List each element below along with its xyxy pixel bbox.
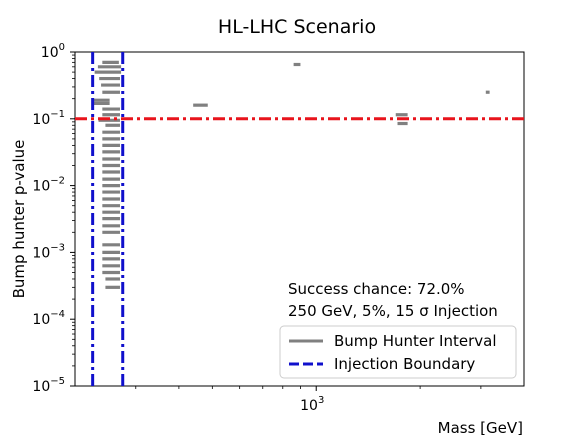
plot-frame [74, 51, 525, 387]
y-tick-label-2: 10−2 [32, 176, 65, 195]
plot-area [74, 51, 525, 387]
y-axis-label: Bump hunter p-value [10, 140, 28, 299]
legend-label-interval: Bump Hunter Interval [334, 332, 496, 350]
y-tick-label-4: 10−4 [32, 309, 65, 328]
injection-annotation: 250 GeV, 5%, 15 σ Injection [288, 302, 498, 320]
x-tick-label-0: 103 [300, 395, 324, 414]
y-tick-label-1: 10−1 [32, 109, 65, 128]
y-axis-ticks: 100 10−1 10−2 10−3 10−4 10−5 [32, 42, 75, 395]
legend: Bump Hunter Interval Injection Boundary [279, 325, 517, 379]
y-tick-label-3: 10−3 [32, 242, 65, 261]
y-tick-label-0: 100 [41, 42, 65, 61]
x-axis-ticks: 103 [135, 386, 482, 414]
boundary-layer [91, 52, 125, 386]
chart-title: HL-LHC Scenario [218, 16, 376, 38]
success-annotation: Success chance: 72.0% [288, 280, 465, 298]
legend-label-boundary: Injection Boundary [334, 355, 475, 373]
legend-box [279, 325, 517, 379]
y-tick-label-5: 10−5 [32, 376, 65, 395]
intervals-layer [93, 60, 490, 289]
x-axis-label: Mass [GeV] [438, 419, 523, 436]
